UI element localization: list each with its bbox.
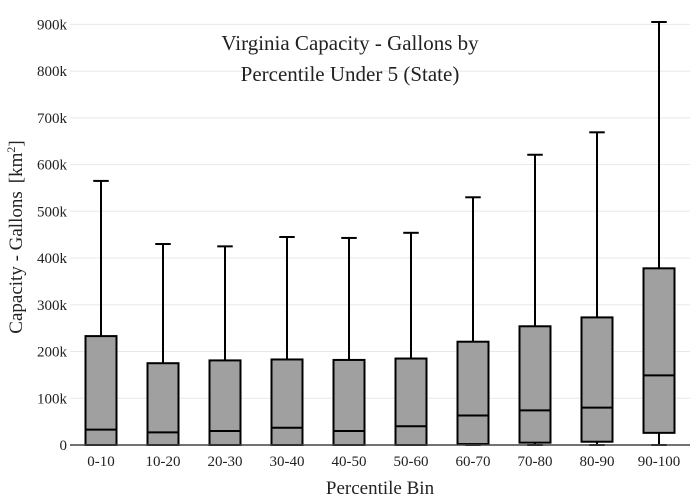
box (642, 267, 676, 434)
x-tick-label: 30-40 (270, 454, 305, 470)
chart-title-line-2: Percentile Under 5 (State) (241, 62, 460, 86)
box-group (456, 196, 490, 446)
x-tick-label: 60-70 (456, 454, 491, 470)
box (332, 358, 366, 446)
x-tick-label: 70-80 (518, 454, 553, 470)
box-group (642, 21, 676, 446)
x-axis-ticks: 0-10 10-20 20-30 30-40 40-50 50-60 60-70 70-80 8… (87, 454, 680, 470)
y-tick-label: 700k (37, 111, 68, 127)
x-tick-label: 50-60 (394, 454, 429, 470)
x-tick-label: 40-50 (332, 454, 367, 470)
y-tick-label: 800k (37, 64, 68, 80)
box-group (84, 179, 118, 447)
y-tick-label: 600k (37, 158, 68, 174)
box (456, 340, 490, 446)
x-axis-title: Percentile Bin (326, 478, 435, 499)
x-tick-label: 20-30 (208, 454, 243, 470)
box (84, 335, 118, 447)
box-series (84, 21, 676, 447)
y-tick-label: 400k (37, 251, 68, 267)
box (518, 325, 552, 444)
box-group (208, 245, 242, 446)
y-tick-label: 100k (37, 391, 68, 407)
box-group (580, 131, 614, 446)
y-axis-unit: [km (6, 152, 27, 183)
box (270, 358, 304, 446)
gridlines (70, 23, 690, 399)
box (394, 357, 428, 447)
x-tick-label: 10-20 (146, 454, 181, 470)
y-axis-title: Capacity - Gallons [km2] (4, 140, 27, 333)
box-group (332, 236, 366, 446)
box-group (394, 231, 428, 447)
chart-title-line-1: Virginia Capacity - Gallons by (221, 31, 479, 55)
y-axis-title-text: Capacity - Gallons (6, 191, 27, 333)
box-group (146, 243, 180, 446)
x-tick-label: 90-100 (638, 454, 681, 470)
y-axis-ticks: 0 100k 200k 300k 400k 500k 600k 700k 800k 900k (37, 17, 68, 454)
y-tick-label: 0 (60, 438, 68, 454)
y-tick-label: 500k (37, 204, 68, 220)
box (208, 359, 242, 446)
y-tick-label: 300k (37, 298, 68, 314)
x-tick-label: 80-90 (580, 454, 615, 470)
x-tick-label: 0-10 (87, 454, 115, 470)
y-axis-unit-superscript: 2 (4, 147, 18, 153)
box-group (518, 153, 552, 446)
y-tick-label: 200k (37, 345, 68, 361)
y-tick-label: 900k (37, 17, 68, 33)
box-group (270, 236, 304, 446)
box (580, 316, 614, 443)
y-axis-unit-close: ] (6, 140, 27, 146)
